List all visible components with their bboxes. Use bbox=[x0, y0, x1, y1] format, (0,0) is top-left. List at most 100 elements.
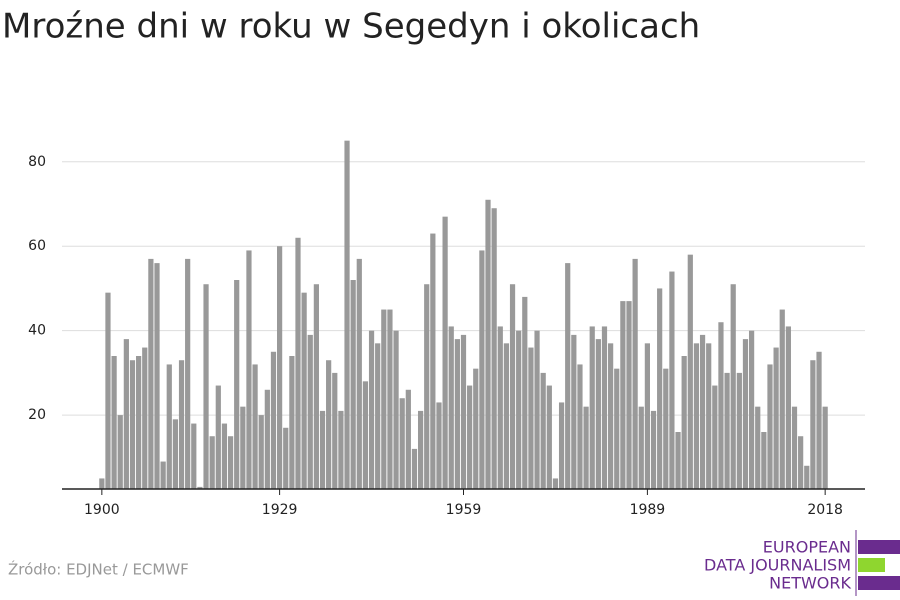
bar bbox=[748, 330, 755, 489]
bar bbox=[454, 339, 460, 489]
bar bbox=[565, 263, 571, 489]
bar bbox=[583, 406, 589, 489]
bar bbox=[516, 330, 522, 489]
bar bbox=[663, 368, 669, 489]
bar bbox=[810, 360, 816, 489]
bar bbox=[417, 410, 424, 489]
x-tick-label: 1900 bbox=[84, 502, 120, 518]
bar bbox=[99, 478, 105, 489]
bar bbox=[313, 284, 319, 489]
bar bbox=[534, 330, 540, 489]
bar bbox=[160, 461, 166, 489]
bar bbox=[411, 448, 418, 489]
bar bbox=[301, 292, 307, 489]
y-tick-label: 40 bbox=[28, 323, 46, 339]
bar bbox=[295, 237, 301, 489]
bar bbox=[712, 385, 718, 489]
bar bbox=[706, 343, 712, 489]
bar bbox=[460, 334, 467, 489]
bar bbox=[816, 351, 822, 489]
bar bbox=[448, 326, 454, 489]
bar bbox=[375, 343, 381, 489]
bar bbox=[644, 343, 650, 489]
bar bbox=[387, 309, 393, 489]
bar bbox=[393, 330, 399, 489]
bar bbox=[430, 233, 436, 489]
bar bbox=[289, 356, 295, 489]
bar bbox=[558, 402, 565, 489]
bar bbox=[332, 372, 338, 489]
bar bbox=[577, 364, 583, 489]
logo-bar bbox=[858, 576, 900, 590]
bar bbox=[209, 436, 215, 489]
x-tick-label: 1959 bbox=[446, 502, 482, 518]
bar bbox=[197, 486, 203, 489]
bar bbox=[804, 465, 810, 489]
bar bbox=[699, 334, 706, 489]
logo-text: DATA JOURNALISM bbox=[704, 556, 851, 575]
bar bbox=[368, 330, 375, 489]
logo-bar bbox=[858, 558, 885, 572]
bar bbox=[307, 334, 313, 489]
bar bbox=[264, 389, 270, 489]
bar bbox=[485, 199, 491, 489]
bar bbox=[105, 292, 111, 489]
bar bbox=[479, 250, 485, 489]
bar bbox=[626, 301, 632, 489]
chart-title: Mroźne dni w roku w Segedyn i okolicach bbox=[2, 7, 700, 47]
bar bbox=[571, 334, 577, 489]
bar bbox=[650, 410, 657, 489]
bar bbox=[246, 250, 252, 489]
bar bbox=[681, 356, 687, 489]
bar bbox=[350, 280, 356, 489]
bar bbox=[326, 360, 332, 489]
bar bbox=[675, 432, 681, 489]
bar bbox=[191, 423, 197, 489]
bar bbox=[234, 280, 240, 489]
bar bbox=[589, 326, 595, 489]
bar bbox=[687, 254, 693, 489]
bar bbox=[227, 436, 234, 489]
bar bbox=[215, 385, 221, 489]
bar bbox=[595, 339, 601, 489]
bar bbox=[509, 284, 516, 489]
bar bbox=[405, 389, 411, 489]
bar bbox=[399, 398, 405, 489]
bar bbox=[724, 372, 730, 489]
bar bbox=[632, 258, 638, 489]
bar bbox=[779, 309, 785, 489]
bar bbox=[552, 478, 559, 489]
bar bbox=[240, 406, 246, 489]
bar bbox=[338, 410, 344, 489]
bar bbox=[669, 271, 675, 489]
bar bbox=[608, 343, 614, 489]
bar bbox=[142, 347, 148, 489]
bar bbox=[344, 140, 350, 489]
bar bbox=[614, 368, 620, 489]
bar bbox=[283, 427, 289, 489]
bar bbox=[822, 406, 828, 489]
bar bbox=[154, 263, 160, 489]
bar bbox=[442, 216, 448, 489]
bar bbox=[657, 288, 663, 489]
bar bbox=[785, 326, 791, 489]
bar bbox=[185, 258, 191, 489]
bar bbox=[362, 381, 369, 489]
bar bbox=[546, 385, 552, 489]
bar bbox=[601, 326, 608, 489]
bar bbox=[136, 356, 142, 489]
y-tick-label: 80 bbox=[28, 154, 46, 170]
y-tick-label: 20 bbox=[28, 407, 46, 423]
bar bbox=[491, 208, 497, 489]
bar bbox=[540, 372, 546, 489]
bar bbox=[620, 301, 626, 489]
bar bbox=[178, 360, 185, 489]
bar bbox=[473, 368, 479, 489]
bar bbox=[436, 402, 442, 489]
bar bbox=[761, 432, 767, 489]
bar bbox=[736, 372, 742, 489]
bar bbox=[221, 423, 228, 489]
bar bbox=[528, 347, 534, 489]
bar bbox=[497, 326, 503, 489]
